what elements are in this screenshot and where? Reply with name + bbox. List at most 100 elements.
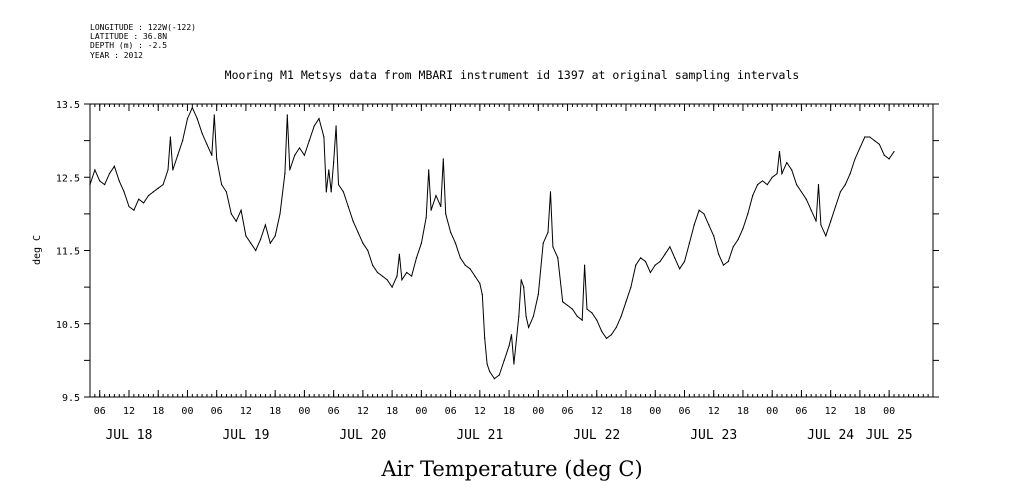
data-point bbox=[703, 213, 705, 215]
data-point bbox=[469, 268, 471, 270]
y-tick-label: 11.5 bbox=[56, 247, 80, 258]
x-tick-label: 00 bbox=[766, 406, 778, 417]
data-point bbox=[255, 249, 257, 252]
data-point bbox=[605, 337, 608, 339]
data-point bbox=[747, 213, 749, 215]
data-point bbox=[766, 183, 768, 186]
data-point bbox=[386, 279, 388, 281]
x-tick-labels: 06 12 18 00 06 12 18 00 06 12 18 00 06 12 18 00 06 12 18 00… bbox=[94, 406, 895, 417]
x-tick-label: 00 bbox=[298, 406, 310, 417]
data-point bbox=[659, 260, 661, 263]
data-point bbox=[335, 125, 337, 127]
data-point bbox=[449, 231, 452, 233]
data-point bbox=[698, 209, 700, 211]
x-tick-label: 06 bbox=[94, 406, 106, 417]
data-point bbox=[552, 246, 554, 248]
data-point bbox=[347, 205, 349, 208]
data-point bbox=[308, 140, 310, 142]
x-tick-label: 06 bbox=[795, 406, 807, 417]
x-tick-label: 00 bbox=[883, 406, 895, 417]
data-point bbox=[211, 154, 213, 156]
year-label: YEAR : 2012 bbox=[90, 51, 143, 60]
data-point bbox=[152, 191, 154, 193]
data-point bbox=[620, 315, 622, 318]
data-point bbox=[464, 264, 466, 266]
data-point bbox=[391, 286, 393, 288]
data-point bbox=[486, 363, 488, 365]
data-point bbox=[325, 191, 327, 193]
x-day-label: JUL 18 bbox=[105, 428, 152, 443]
data-point bbox=[479, 282, 481, 285]
data-point bbox=[649, 271, 651, 274]
x-day-label: JUL 20 bbox=[339, 428, 386, 443]
data-point bbox=[323, 136, 325, 138]
x-tick-label: 00 bbox=[532, 406, 544, 417]
data-point bbox=[454, 242, 457, 244]
data-point bbox=[147, 194, 150, 197]
x-tick-label: 12 bbox=[474, 406, 486, 417]
x-tick-label: 12 bbox=[708, 406, 720, 417]
data-point bbox=[523, 286, 525, 288]
data-point bbox=[508, 345, 510, 347]
x-tick-label: 12 bbox=[357, 406, 369, 417]
data-point bbox=[571, 308, 574, 310]
data-point bbox=[493, 378, 496, 380]
data-point bbox=[869, 136, 871, 138]
data-point bbox=[525, 315, 527, 318]
data-point bbox=[640, 257, 642, 259]
x-tick-label: 06 bbox=[678, 406, 690, 417]
data-point bbox=[138, 198, 140, 200]
data-point bbox=[250, 242, 252, 244]
data-point bbox=[367, 249, 369, 252]
data-point bbox=[303, 154, 306, 156]
data-point bbox=[805, 198, 807, 200]
data-point bbox=[333, 162, 335, 164]
data-point bbox=[752, 194, 754, 197]
data-point bbox=[644, 260, 647, 263]
data-point bbox=[781, 172, 783, 175]
data-point bbox=[133, 209, 135, 211]
data-point bbox=[888, 158, 890, 160]
y-ticks bbox=[84, 103, 939, 398]
data-point bbox=[220, 183, 223, 186]
x-tick-label: 18 bbox=[737, 406, 749, 417]
data-point bbox=[591, 312, 593, 314]
y-tick-label: 12.5 bbox=[56, 173, 80, 184]
data-point bbox=[123, 191, 125, 193]
data-point bbox=[264, 224, 267, 226]
data-point bbox=[201, 132, 203, 134]
data-point bbox=[883, 154, 885, 156]
data-point bbox=[839, 191, 842, 193]
data-point bbox=[756, 183, 759, 186]
data-point bbox=[330, 191, 332, 193]
y-tick-labels: 9.5 10.5 11.5 12.5 13.5 bbox=[56, 100, 80, 404]
data-point bbox=[503, 359, 505, 361]
data-point bbox=[89, 183, 91, 186]
x-tick-label: 06 bbox=[211, 406, 223, 417]
metadata-block: LONGITUDE : 122W(-122) LATITUDE : 36.8N … bbox=[90, 23, 196, 60]
data-point bbox=[459, 257, 461, 259]
data-point bbox=[583, 264, 586, 266]
data-point bbox=[225, 191, 228, 193]
data-point bbox=[406, 271, 408, 274]
data-point bbox=[269, 242, 271, 244]
x-tick-label: 12 bbox=[240, 406, 252, 417]
data-point bbox=[113, 165, 115, 167]
data-point bbox=[854, 158, 856, 160]
data-point bbox=[481, 293, 483, 296]
x-minor-ticks bbox=[89, 104, 934, 397]
y-tick-label: 9.5 bbox=[62, 393, 80, 404]
data-point bbox=[398, 253, 401, 255]
x-tick-label: 00 bbox=[649, 406, 661, 417]
data-point bbox=[674, 257, 676, 259]
data-point bbox=[537, 293, 539, 296]
data-point bbox=[445, 213, 447, 215]
data-point bbox=[825, 235, 827, 237]
data-point bbox=[376, 271, 379, 274]
series-line-air-temperature bbox=[89, 106, 895, 380]
data-point bbox=[177, 154, 179, 156]
data-point bbox=[206, 143, 208, 145]
data-point bbox=[128, 205, 130, 208]
data-point bbox=[274, 235, 276, 237]
series-points bbox=[89, 107, 895, 380]
